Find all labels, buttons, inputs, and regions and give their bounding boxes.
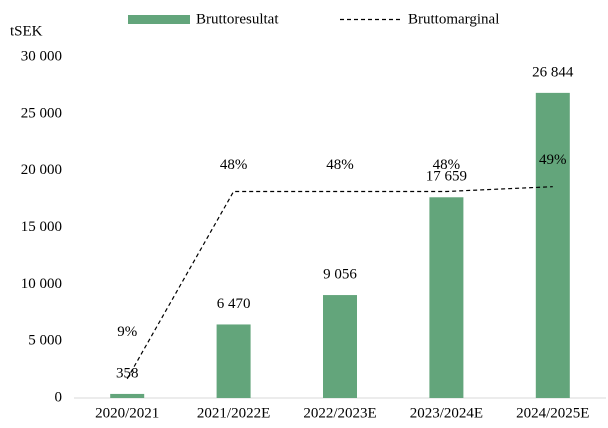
bar bbox=[429, 197, 464, 398]
y-tick-label: 10 000 bbox=[21, 276, 62, 292]
line-value-label: 9% bbox=[117, 324, 137, 340]
bar bbox=[216, 324, 251, 398]
line-value-label: 48% bbox=[220, 157, 248, 173]
x-tick-label: 2022/2023E bbox=[303, 405, 376, 421]
line-value-label: 49% bbox=[539, 152, 567, 168]
legend-swatch bbox=[128, 15, 190, 24]
y-tick-label: 20 000 bbox=[21, 162, 62, 178]
y-tick-label: 0 bbox=[55, 389, 63, 405]
line-value-label: 48% bbox=[433, 157, 461, 173]
x-tick-label: 2021/2022E bbox=[197, 405, 270, 421]
y-tick-label: 5 000 bbox=[28, 333, 62, 349]
x-tick-label: 2023/2024E bbox=[410, 405, 483, 421]
x-tick-label: 2024/2025E bbox=[516, 405, 589, 421]
line bbox=[126, 186, 553, 380]
bar-value-label: 9 056 bbox=[323, 267, 357, 283]
legend-label: Bruttomarginal bbox=[408, 11, 499, 27]
y-tick-label: 30 000 bbox=[21, 48, 62, 64]
bar-value-label: 17 659 bbox=[426, 169, 467, 185]
legend-label: Bruttoresultat bbox=[196, 11, 279, 27]
line-value-label: 48% bbox=[326, 157, 354, 173]
bar-value-label: 358 bbox=[116, 365, 139, 381]
bar bbox=[535, 92, 570, 398]
y-axis-label: tSEK bbox=[10, 23, 43, 39]
y-tick-label: 25 000 bbox=[21, 105, 62, 121]
bar-value-label: 6 470 bbox=[217, 296, 251, 312]
bar bbox=[110, 393, 145, 398]
y-tick-label: 15 000 bbox=[21, 219, 62, 235]
bar bbox=[323, 295, 357, 398]
x-tick-label: 2020/2021 bbox=[95, 405, 159, 421]
bar-value-label: 26 844 bbox=[532, 64, 574, 80]
